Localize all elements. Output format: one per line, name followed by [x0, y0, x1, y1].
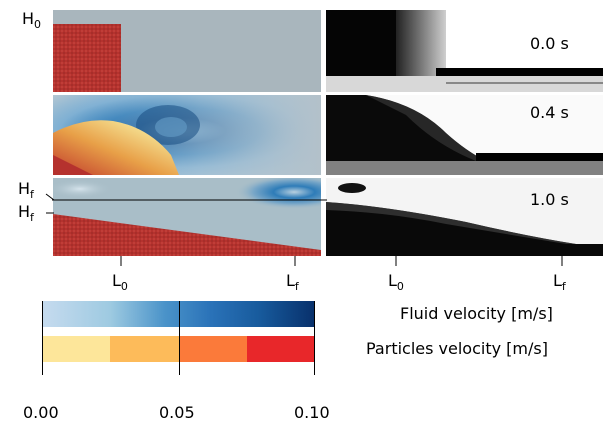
- particle-velocity-colorbar: [42, 336, 315, 362]
- sliding-particles: [53, 120, 179, 175]
- tick-value-1: 0.05: [159, 403, 195, 422]
- sim-lf-label: Lf: [286, 271, 299, 294]
- particle-bin-4: [246, 336, 315, 362]
- colorbar-tick-1: [179, 301, 180, 375]
- particle-deposit: [53, 214, 321, 256]
- exp-lf-label: Lf: [553, 271, 566, 294]
- simulation-t0-render: [53, 24, 121, 92]
- simulation-panel-t04: [53, 95, 321, 175]
- hf-pointer: [45, 193, 55, 201]
- colorbar-tick-2: [314, 301, 315, 375]
- simulation-t1-render: [53, 178, 321, 256]
- hf-lower-label: Hf: [18, 202, 34, 225]
- fluid-velocity-colorbar: [42, 301, 315, 327]
- simulation-panel-t1: [53, 178, 321, 256]
- experiment-t1-photo: [326, 178, 603, 256]
- tick-value-2: 0.10: [294, 403, 330, 422]
- experiment-panel-t04: [326, 95, 603, 175]
- particle-bin-2: [110, 336, 179, 362]
- sim-l0-label: L0: [112, 271, 128, 294]
- simulation-panel-t0: [53, 10, 321, 92]
- colorbar-tick-0: [42, 301, 43, 375]
- experiment-t0-photo: [326, 10, 603, 92]
- experiment-panel-t1: [326, 178, 603, 256]
- exp-l0-label: L0: [388, 271, 404, 294]
- particle-column: [53, 24, 121, 92]
- hf-upper-label: Hf: [18, 179, 34, 202]
- experiment-panel-t0: [326, 10, 603, 92]
- time-label-0: 0.0 s: [530, 34, 569, 53]
- particle-bin-1: [42, 336, 111, 362]
- particle-bin-3: [178, 336, 247, 362]
- particles-velocity-label: Particles velocity [m/s]: [366, 339, 548, 358]
- time-label-1: 0.4 s: [530, 103, 569, 122]
- tick-value-0: 0.00: [23, 403, 59, 422]
- time-label-2: 1.0 s: [530, 190, 569, 209]
- fluid-velocity-label: Fluid velocity [m/s]: [400, 304, 553, 323]
- experiment-t04-photo: [326, 95, 603, 175]
- h0-label: H0: [22, 9, 42, 32]
- simulation-t04-render: [53, 95, 321, 175]
